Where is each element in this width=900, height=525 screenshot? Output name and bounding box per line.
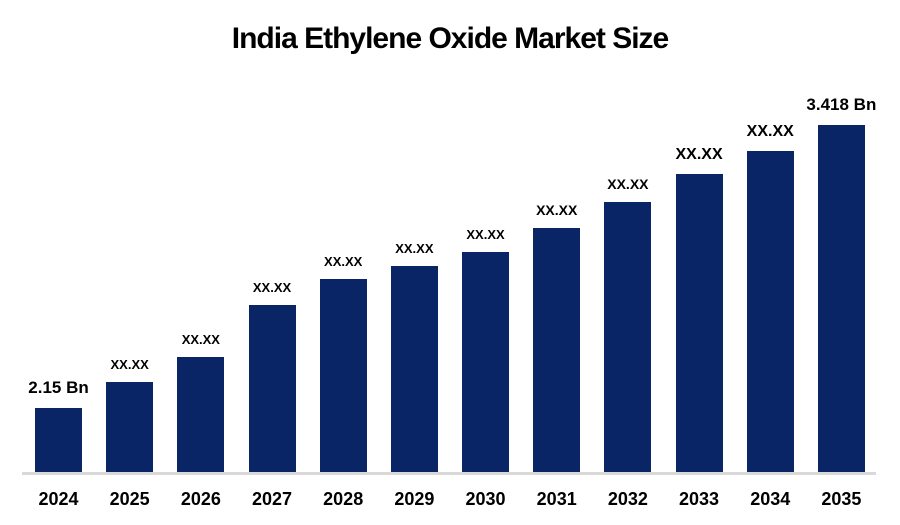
bar-value-label-2030: XX.XX: [466, 227, 505, 242]
bar-group-2034: XX.XX: [747, 123, 794, 472]
x-axis-label-2035: 2035: [821, 489, 862, 509]
bar-2026: [177, 357, 225, 472]
x-axis-label-2025: 2025: [109, 489, 150, 509]
x-axis-label-2031: 2031: [536, 489, 577, 509]
x-axis-label-2030: 2030: [465, 489, 506, 509]
x-axis-label-2027: 2027: [251, 489, 293, 509]
bar-2029: [390, 266, 438, 472]
bar-group-2025: XX.XX: [106, 357, 154, 472]
bar-value-label-2031: XX.XX: [536, 202, 578, 218]
x-axis-label-2034: 2034: [750, 489, 791, 509]
bar-value-label-2029: XX.XX: [395, 241, 434, 256]
bar-2033: [675, 174, 723, 472]
bar-value-label-2034: XX.XX: [746, 123, 794, 140]
bar-value-label-2035: 3.418 Bn: [806, 95, 877, 114]
bar-2025: [106, 382, 154, 472]
bar-group-2028: XX.XX: [319, 254, 367, 472]
bar-group-2027: XX.XX: [248, 280, 296, 472]
bar-value-label-2027: XX.XX: [252, 280, 292, 295]
bar-2032: [604, 202, 652, 472]
bar-group-2031: XX.XX: [533, 202, 581, 472]
bar-2034: [746, 151, 794, 472]
plot-area: 2.15 Bn XX.XX XX.XX XX.XX XX.XX XX.XX XX.XX XX.…: [28, 72, 876, 472]
x-axis-label-2028: 2028: [323, 489, 364, 509]
x-axis-label-2029: 2029: [394, 489, 435, 509]
bar-value-label-2028: XX.XX: [324, 254, 363, 269]
bar-group-2024: 2.15 Bn: [28, 378, 89, 472]
bar-2028: [319, 279, 367, 472]
bar-2035: [817, 125, 865, 472]
x-axis-label-2024: 2024: [38, 489, 79, 509]
bar-group-2029: XX.XX: [390, 241, 438, 472]
bar-value-label-2026: XX.XX: [181, 332, 220, 347]
bar-2030: [462, 252, 510, 472]
bar-2024: [35, 408, 82, 472]
x-axis-label-2026: 2026: [180, 489, 221, 509]
bar-2027: [248, 305, 296, 472]
bar-value-label-2033: XX.XX: [675, 146, 723, 163]
x-axis-label-2032: 2032: [607, 489, 648, 509]
bar-value-label-2024: 2.15 Bn: [28, 378, 89, 397]
x-axis-labels: 2024 2025 2026 2027 2028 2029 2030 2031 2032 2033…: [35, 489, 865, 510]
x-axis-line: [22, 472, 876, 475]
x-axis-label-2033: 2033: [679, 489, 720, 509]
bar-value-label-2025: XX.XX: [110, 357, 149, 372]
bar-group-2030: XX.XX: [462, 227, 510, 472]
bar-group-2032: XX.XX: [604, 176, 652, 472]
bar-group-2035: 3.418 Bn: [806, 95, 876, 472]
bar-value-label-2032: XX.XX: [607, 176, 649, 192]
bar-group-2033: XX.XX: [675, 146, 723, 472]
bar-group-2026: XX.XX: [177, 332, 225, 472]
chart-title: India Ethylene Oxide Market Size: [231, 22, 670, 55]
bar-2031: [533, 228, 581, 472]
